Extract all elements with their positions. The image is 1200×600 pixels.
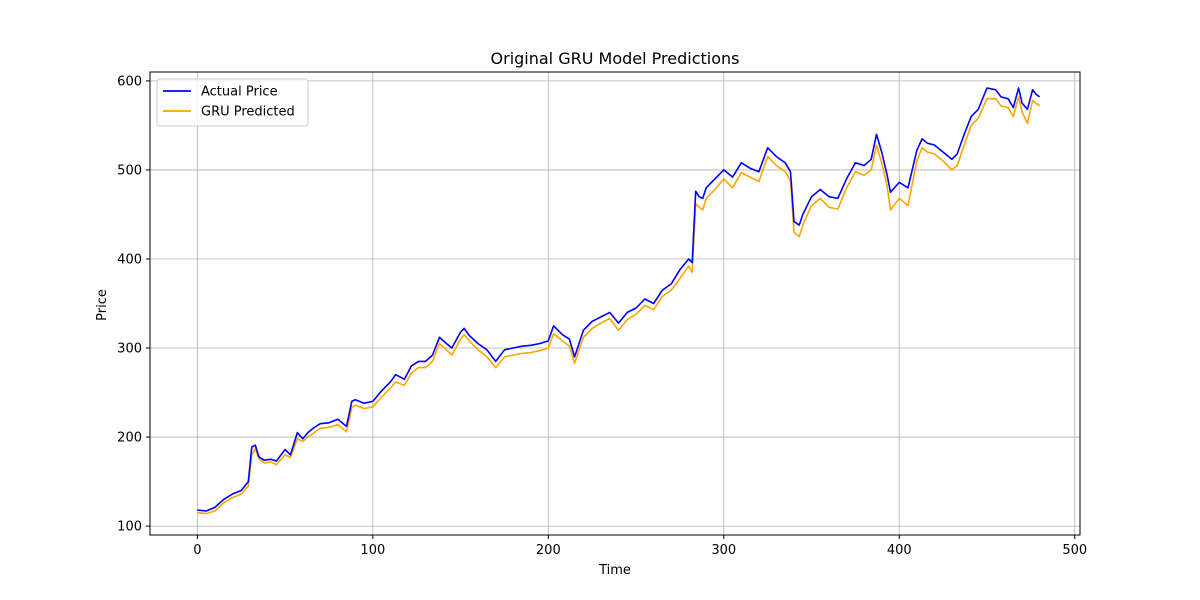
y-tick-label: 400 (117, 252, 142, 267)
y-tick-label: 500 (117, 163, 142, 178)
y-tick-label: 100 (117, 520, 142, 535)
series-line-gru-predicted (197, 96, 1041, 515)
plot-frame (149, 71, 1081, 536)
x-tick-label: 200 (536, 543, 561, 558)
chart-title: Original GRU Model Predictions (491, 49, 740, 68)
x-tick-label: 100 (360, 543, 385, 558)
y-axis-label: Price (95, 289, 110, 321)
legend-entry: GRU Predicted (201, 105, 295, 120)
x-axis: 0 100 200 300 400 500 (193, 535, 1087, 558)
x-tick-label: 300 (711, 543, 736, 558)
legend-entry: Actual Price (201, 85, 278, 100)
series-line-actual-price (197, 87, 1041, 512)
legend-box (156, 78, 309, 127)
x-tick-label: 400 (887, 543, 912, 558)
x-tick-label: 500 (1062, 543, 1087, 558)
x-tick-label: 0 (193, 543, 201, 558)
y-tick-label: 200 (117, 431, 142, 446)
y-tick-label: 600 (117, 74, 142, 89)
y-axis: 100 200 300 400 500 600 (117, 74, 150, 535)
legend: Actual Price GRU Predicted (156, 78, 309, 127)
plot-area (197, 87, 1041, 515)
x-axis-label: Time (598, 563, 631, 578)
y-tick-label: 300 (117, 342, 142, 357)
